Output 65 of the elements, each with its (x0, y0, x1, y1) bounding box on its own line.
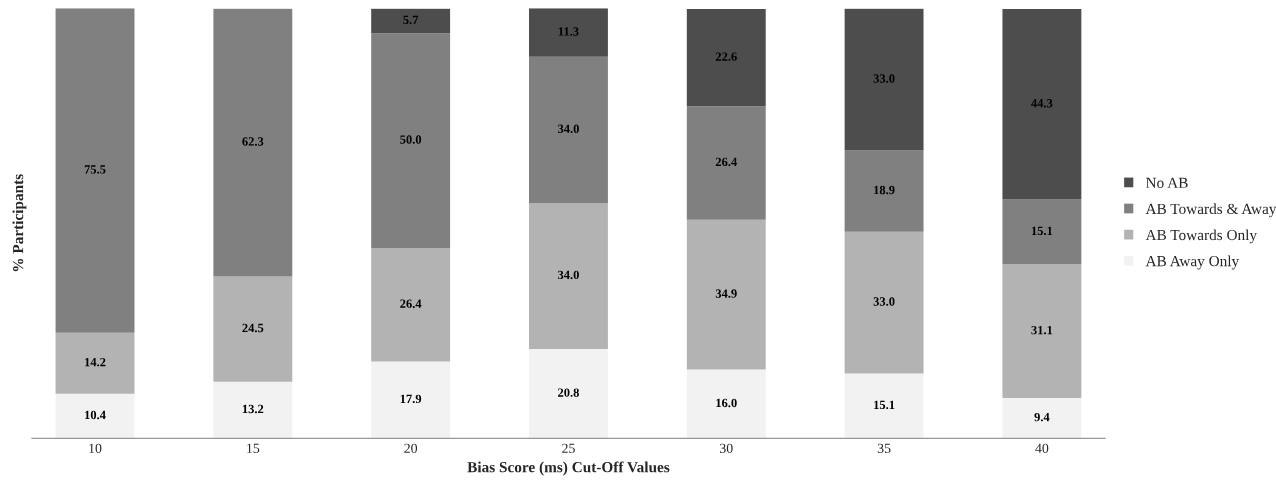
bar (1002, 9, 1082, 200)
data-label: 14.2 (85, 357, 106, 367)
bar (686, 106, 766, 220)
bar (844, 231, 924, 374)
bar (371, 248, 451, 362)
bar (529, 56, 608, 203)
data-label: 11.3 (558, 27, 579, 36)
data-label: 17.9 (400, 394, 422, 404)
bar (844, 150, 924, 232)
bar (371, 8, 451, 34)
x-tick-label: 30 (719, 443, 733, 454)
data-label: 44.3 (1031, 99, 1053, 108)
bar (213, 8, 293, 277)
data-label: 9.4 (1034, 412, 1050, 422)
x-tick-label: 10 (89, 443, 102, 454)
bar (1002, 397, 1082, 439)
bar (213, 381, 293, 439)
bar (55, 8, 135, 333)
x-tick-label: 20 (404, 443, 418, 454)
y-axis-title: % Participants (12, 174, 27, 272)
x-tick-label: 35 (877, 443, 891, 454)
data-label: 34.0 (557, 124, 579, 134)
bar (844, 373, 924, 439)
x-axis-title: Bias Score (ms) Cut-Off Values (467, 461, 670, 476)
data-label: 34.0 (557, 270, 579, 280)
legend-label: AB Towards Only (1145, 229, 1257, 244)
bar (686, 9, 766, 107)
legend-label: AB Away Only (1145, 255, 1240, 270)
data-label: 16.0 (716, 398, 737, 408)
data-label: 15.1 (874, 400, 895, 410)
data-label: 10.4 (85, 410, 106, 420)
data-label: 5.7 (403, 15, 419, 25)
bar (529, 8, 608, 57)
bar (213, 276, 293, 382)
data-label: 24.5 (242, 323, 264, 333)
x-tick-label: 40 (1035, 443, 1049, 454)
data-label: 31.1 (1031, 325, 1053, 335)
bar (844, 8, 924, 151)
bar (686, 219, 766, 370)
data-label: 26.4 (400, 299, 422, 308)
bar (371, 361, 451, 439)
data-label: 22.6 (715, 52, 737, 61)
data-label: 20.8 (558, 388, 579, 397)
data-label: 75.5 (84, 165, 106, 174)
bar (55, 393, 135, 439)
bar (529, 349, 608, 439)
data-label: 13.2 (242, 404, 264, 414)
data-label: 26.4 (715, 157, 737, 167)
bar (529, 202, 608, 349)
data-label: 18.9 (874, 185, 895, 195)
bar (1002, 264, 1082, 398)
data-label: 15.1 (1031, 226, 1053, 236)
legend-label: No AB (1145, 177, 1188, 188)
bar (55, 332, 135, 394)
x-tick-label: 25 (562, 443, 575, 454)
bar (1002, 199, 1082, 265)
legend-label: AB Towards & Away (1145, 203, 1276, 218)
x-tick-label: 15 (247, 443, 260, 454)
data-label: 33.0 (873, 74, 895, 83)
data-label: 33.0 (873, 297, 895, 306)
data-label: 62.3 (242, 137, 264, 146)
data-label: 34.9 (715, 289, 737, 298)
bar (371, 33, 451, 249)
bar (686, 369, 766, 439)
data-label: 50.0 (400, 135, 422, 144)
